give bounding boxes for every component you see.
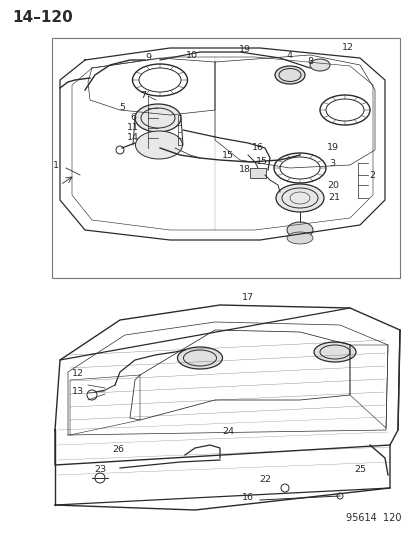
Text: 18: 18 <box>238 166 250 174</box>
Text: 3: 3 <box>328 158 334 167</box>
Ellipse shape <box>275 184 323 212</box>
Text: 4: 4 <box>286 51 292 60</box>
Text: 1: 1 <box>53 160 59 169</box>
Bar <box>52 38 399 278</box>
Text: 19: 19 <box>326 143 338 152</box>
Ellipse shape <box>135 131 182 159</box>
Text: 12: 12 <box>72 368 84 377</box>
Ellipse shape <box>135 104 180 132</box>
Ellipse shape <box>313 342 355 362</box>
Text: 16: 16 <box>252 143 263 152</box>
Text: 24: 24 <box>221 427 233 437</box>
Ellipse shape <box>309 59 329 71</box>
Text: 14–120: 14–120 <box>12 10 73 25</box>
Text: 15: 15 <box>221 150 233 159</box>
Text: 5: 5 <box>119 103 125 112</box>
Text: 2: 2 <box>368 171 374 180</box>
Text: 19: 19 <box>238 45 250 54</box>
FancyBboxPatch shape <box>249 168 266 178</box>
Text: 9: 9 <box>145 52 151 61</box>
Text: 6: 6 <box>130 114 136 123</box>
Text: 21: 21 <box>327 193 339 203</box>
Text: 23: 23 <box>94 465 106 474</box>
Ellipse shape <box>177 347 222 369</box>
Text: 22: 22 <box>259 475 271 484</box>
Ellipse shape <box>274 66 304 84</box>
Text: 15: 15 <box>255 157 267 166</box>
Text: 95614  120: 95614 120 <box>345 513 401 523</box>
Text: 8: 8 <box>306 58 312 67</box>
Text: 10: 10 <box>185 51 197 60</box>
Text: 16: 16 <box>242 492 254 502</box>
Text: 13: 13 <box>72 387 84 397</box>
Text: 26: 26 <box>112 446 124 455</box>
Ellipse shape <box>286 222 312 238</box>
Text: 12: 12 <box>341 43 353 52</box>
Text: 11: 11 <box>127 124 139 133</box>
Text: 25: 25 <box>353 465 365 474</box>
Text: 7: 7 <box>140 92 146 101</box>
Text: 17: 17 <box>242 293 254 302</box>
Text: 20: 20 <box>326 181 338 190</box>
Text: 14: 14 <box>127 133 139 142</box>
Ellipse shape <box>286 232 312 244</box>
